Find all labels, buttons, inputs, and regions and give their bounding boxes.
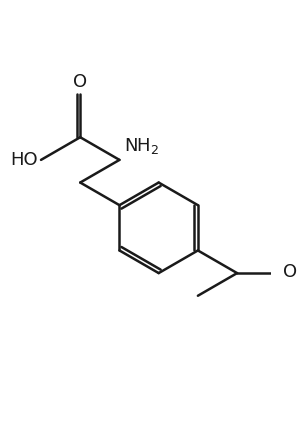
Text: O: O — [73, 73, 87, 91]
Text: NH$_2$: NH$_2$ — [124, 136, 160, 156]
Text: O: O — [283, 263, 298, 281]
Text: HO: HO — [10, 151, 38, 169]
